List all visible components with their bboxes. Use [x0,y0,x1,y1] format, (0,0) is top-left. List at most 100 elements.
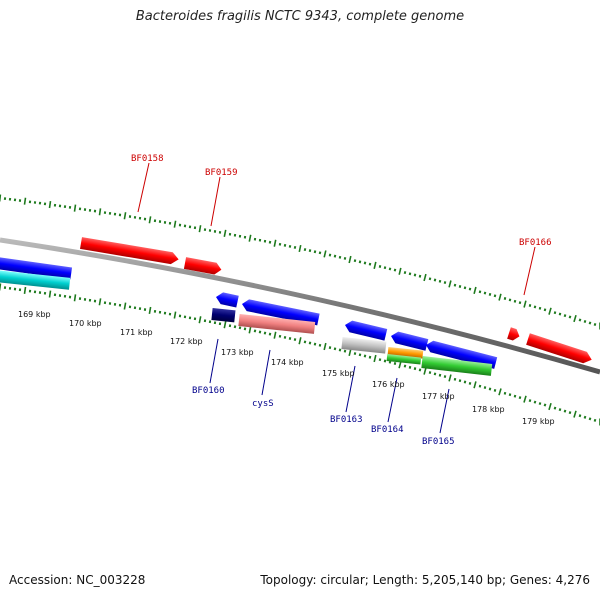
minor-tick [378,358,382,362]
major-tick [323,342,327,351]
gene-arrow-bf0157 [0,256,73,280]
gene-label-bf0164: BF0164 [371,425,404,435]
gene-arrow-bf0165 [426,340,498,369]
minor-tick [443,281,447,285]
minor-tick [288,244,292,248]
major-tick [373,261,377,269]
major-tick [448,374,452,382]
minor-tick [343,256,347,260]
minor-tick [568,411,572,415]
minor-tick [593,418,597,422]
gene-label-bf0158: BF0158 [131,154,164,164]
major-tick [98,298,102,306]
major-tick [398,361,402,369]
minor-tick [393,362,397,365]
minor-tick [418,368,422,372]
forward-label-leaders [137,162,536,296]
minor-tick [363,261,367,265]
minor-tick [293,245,297,249]
minor-tick [318,343,322,347]
minor-tick [458,379,462,383]
gene-label-bf0159: BF0159 [205,168,238,178]
minor-tick [558,408,562,412]
major-tick [73,204,77,212]
major-tick [523,300,527,308]
minor-tick [388,267,392,271]
minor-tick [278,334,282,338]
minor-tick [393,268,397,272]
minor-tick [543,308,547,312]
minor-tick [553,311,557,315]
minor-tick [358,260,362,264]
minor-tick [303,340,307,344]
minor-tick [408,272,412,276]
gene-arrow-bf0161 [242,299,320,326]
minor-tick [568,315,572,319]
major-tick [298,337,302,345]
major-tick [223,229,227,237]
scale-label: 178 kbp [472,405,505,414]
scale-label: 179 kbp [522,417,555,426]
major-tick [248,234,252,242]
gene-arrow-bf0166-part [507,327,520,341]
minor-tick [268,240,272,244]
minor-tick [243,327,247,331]
minor-tick [263,331,267,335]
genome-backbone [0,237,600,375]
minor-tick [588,321,592,325]
minor-tick [438,279,442,283]
gene-arrow-bf0167 [526,333,592,364]
minor-tick [338,255,342,259]
gene-label-bf0163: BF0163 [330,415,363,425]
minor-tick [468,381,472,385]
minor-tick [538,306,542,310]
major-tick [298,244,302,253]
minor-tick [403,271,407,275]
major-tick [23,286,27,295]
scale-label: 172 kbp [170,337,203,346]
minor-tick [283,335,287,339]
minor-tick [368,355,372,359]
minor-tick [293,338,297,342]
major-tick [348,255,352,264]
minor-tick [443,375,447,379]
gene-arrow-bf0159 [183,257,222,275]
major-tick [148,216,152,224]
minor-tick [478,384,482,388]
minor-tick [433,278,437,282]
minor-tick [403,364,407,368]
major-tick [0,283,2,291]
major-tick [23,197,27,205]
major-tick [173,220,177,228]
major-tick [273,239,277,247]
minor-tick [343,349,347,353]
major-tick [48,200,52,209]
minor-tick [483,291,487,295]
minor-tick [238,326,242,330]
scale-labels: 169 kbp 170 kbp 171 kbp 172 kbp 173 kbp … [18,310,555,426]
major-tick [223,321,227,329]
minor-tick [328,253,332,257]
minor-tick [468,287,472,291]
reverse-genes-row1 [0,256,498,369]
minor-tick [593,322,597,327]
minor-tick [463,380,467,384]
gene-arrow-bf0160-part [216,292,239,308]
reverse-label-leaders [209,338,450,434]
gene-label-bf0165: BF0165 [422,437,455,447]
scale-label: 176 kbp [372,380,405,389]
major-tick [173,311,177,319]
minor-tick [533,305,537,309]
minor-tick [588,417,592,421]
upper-tick-track [0,194,600,330]
gene-labels-top: BF0158 BF0159 BF0166 [131,154,552,248]
minor-tick [413,273,417,277]
minor-tick [378,265,382,268]
minor-tick [503,297,507,300]
minor-tick [328,346,332,350]
minor-tick [278,242,282,246]
minor-tick [303,248,307,252]
minor-tick [488,387,492,391]
minor-tick [453,283,457,287]
